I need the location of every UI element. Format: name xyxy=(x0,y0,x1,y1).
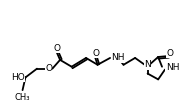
Text: HO: HO xyxy=(11,73,25,82)
Text: O: O xyxy=(45,64,52,73)
Text: NH: NH xyxy=(111,53,125,62)
Text: CH₃: CH₃ xyxy=(15,93,30,102)
Text: O: O xyxy=(166,49,173,58)
Text: O: O xyxy=(92,49,99,58)
Text: N: N xyxy=(144,60,151,69)
Text: O: O xyxy=(54,44,61,53)
Text: NH: NH xyxy=(166,63,179,72)
